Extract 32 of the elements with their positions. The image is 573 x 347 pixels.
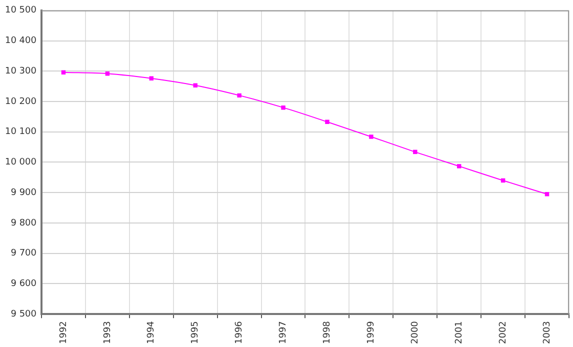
- point: [61, 70, 66, 74]
- y-tick-label: 10 100: [4, 127, 37, 138]
- point: [544, 192, 550, 196]
- point: [413, 150, 418, 154]
- x-tick-label: 1995: [190, 321, 201, 344]
- point: [456, 164, 462, 168]
- y-tick-label: 9 700: [10, 248, 37, 259]
- x-tick-label: 1993: [102, 321, 113, 344]
- x-tick-label: 1994: [146, 320, 157, 344]
- y-tick-label: 10 300: [4, 66, 37, 76]
- x-tick-label: 2003: [542, 321, 552, 344]
- point: [325, 120, 330, 124]
- y-tick-label: 10 500: [4, 6, 37, 16]
- y-tick-label: 9 600: [10, 279, 37, 290]
- x-tick-label: 2000: [410, 320, 420, 344]
- x-tick-label: 1997: [278, 321, 289, 344]
- x-tick-label: 1999: [366, 320, 377, 344]
- y-tick-label: 9 900: [10, 188, 37, 198]
- x-tick-label: 1996: [234, 320, 245, 344]
- point: [281, 105, 286, 110]
- x-tick-label: 2001: [454, 321, 464, 344]
- point: [369, 134, 374, 139]
- y-tick-label: 10 000: [4, 158, 37, 168]
- x-tick-label: 2002: [498, 321, 508, 344]
- x-tick-label: 1992: [58, 321, 69, 344]
- y-tick-label: 9 500: [10, 309, 37, 320]
- y-tick-label: 9 800: [10, 218, 37, 228]
- x-tick-label: 1998: [322, 320, 333, 344]
- point: [193, 83, 198, 88]
- y-tick-label: 10 200: [4, 96, 37, 107]
- point: [237, 93, 242, 98]
- y-tick-label: 10 400: [4, 36, 37, 46]
